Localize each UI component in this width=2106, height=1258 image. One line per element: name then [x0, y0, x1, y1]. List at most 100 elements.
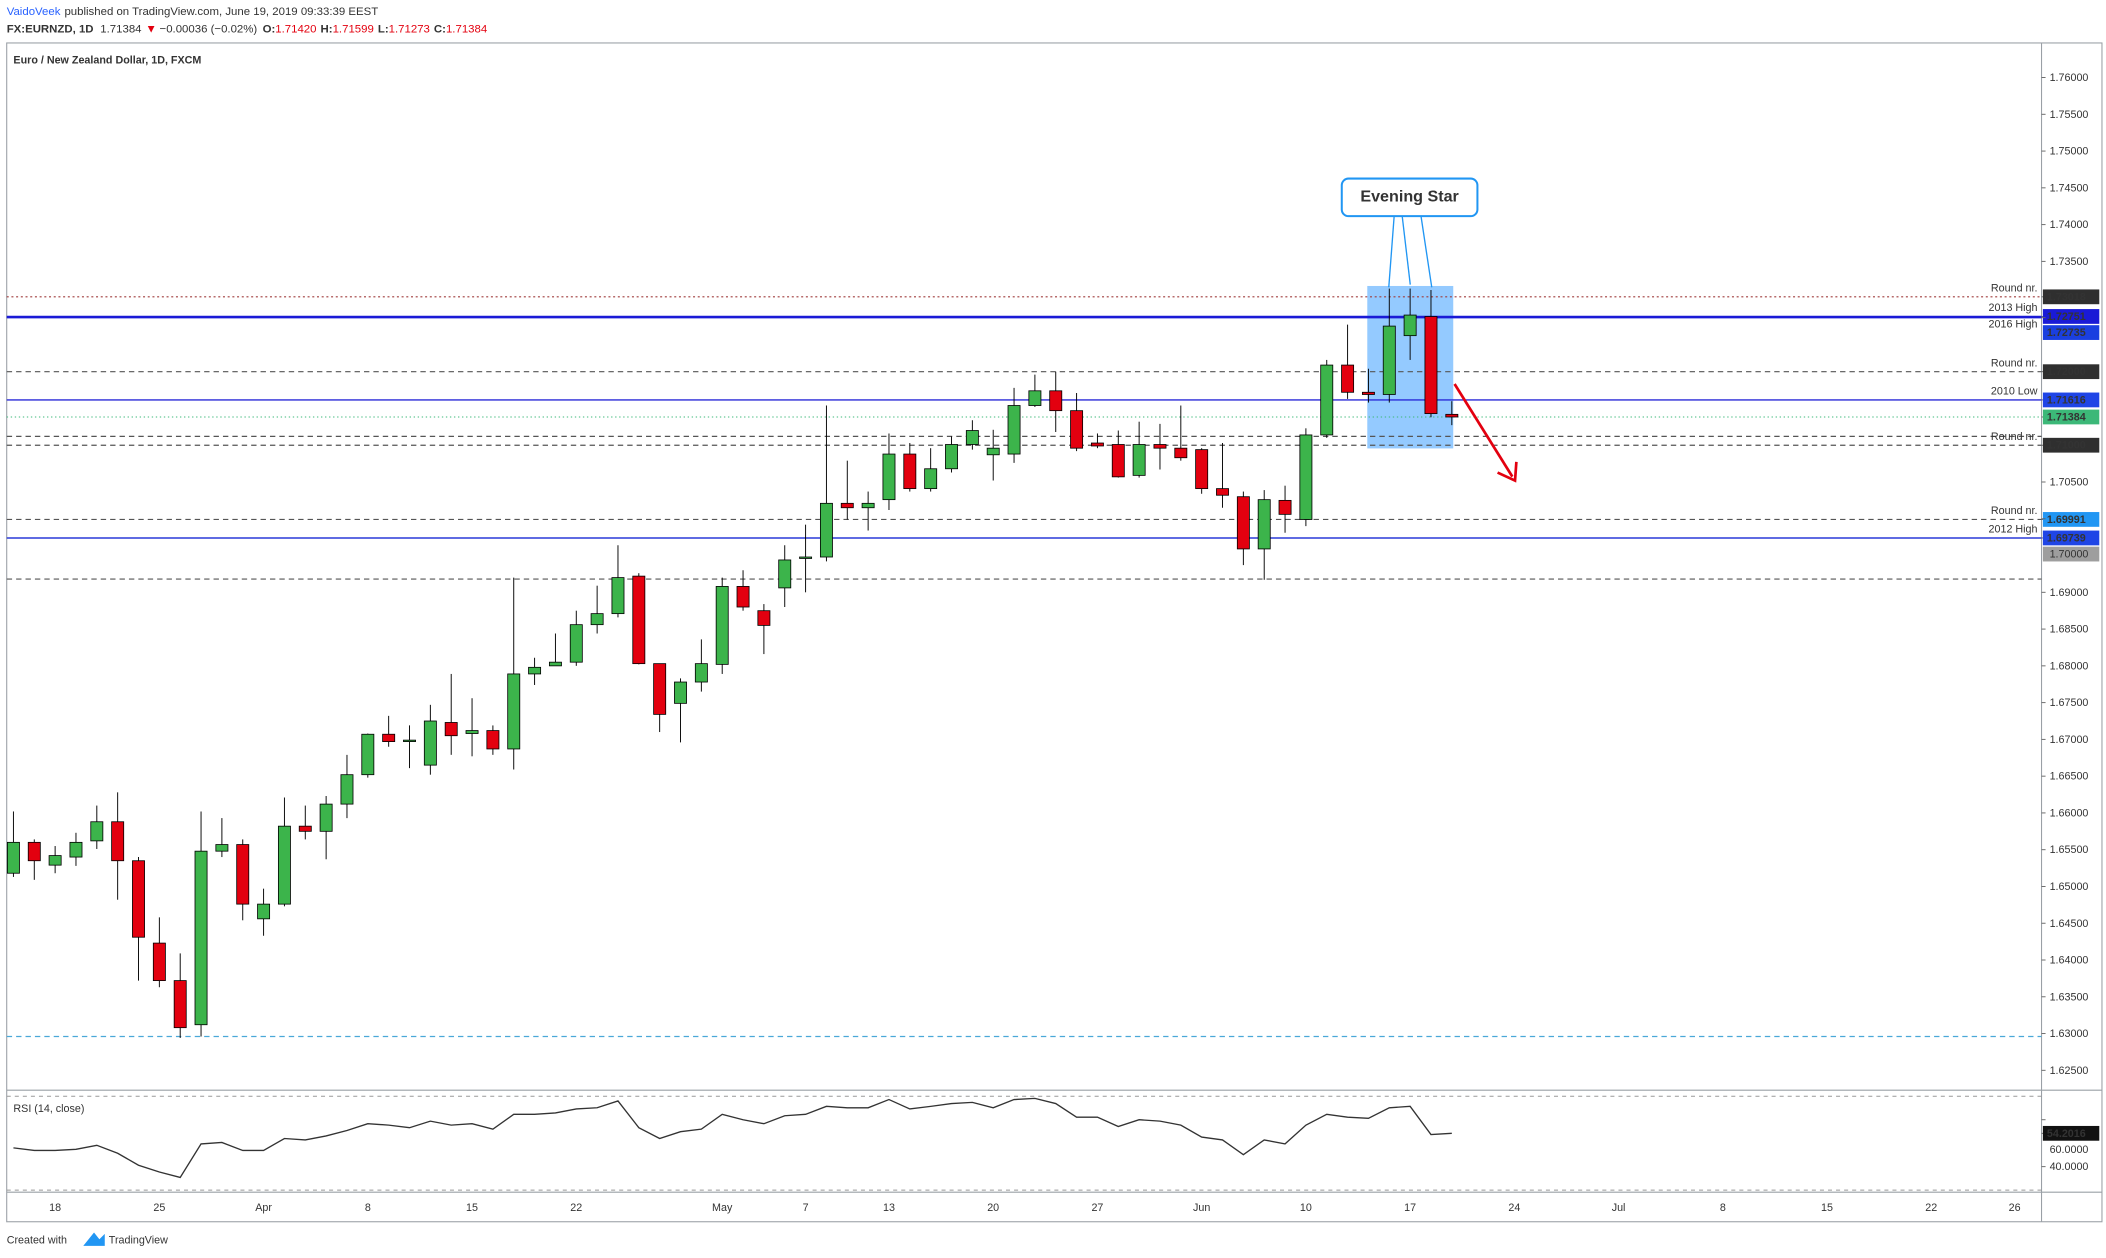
author[interactable]: VaidoVeek [7, 6, 61, 18]
l-label: L: [378, 24, 389, 36]
level-name: Round nr. [1991, 283, 2038, 295]
y-tick-label: 1.74000 [2050, 219, 2089, 231]
level-tag-bg [2042, 512, 2100, 527]
candle-body [569, 624, 583, 663]
x-tick-label: Jun [1193, 1202, 1210, 1214]
x-tick-label: 10 [1300, 1202, 1312, 1214]
level-tag: 1.72000 [2047, 366, 2086, 378]
publish-line: VaidoVeek published on TradingView.com, J… [7, 6, 379, 18]
candle-body [1403, 314, 1417, 337]
x-tick-label: 22 [1925, 1202, 1937, 1214]
footer-brand[interactable]: TradingView [109, 1234, 168, 1246]
candle-body [1278, 499, 1292, 515]
level-tag: 1.71000 [2047, 440, 2086, 452]
symbol: FX:EURNZD, 1D [7, 24, 94, 36]
y-tick-label: 1.62500 [2050, 1065, 2089, 1077]
candle-body [590, 613, 604, 626]
candle-body [1049, 390, 1063, 412]
x-tick-label: 24 [1508, 1202, 1520, 1214]
last: 1.71384 [100, 24, 142, 36]
candle-body [444, 722, 458, 737]
arrow-head [1497, 461, 1518, 483]
candle-body [194, 850, 208, 1026]
y-tick-label: 1.65000 [2050, 881, 2089, 893]
candle-body [111, 821, 125, 862]
y-tick-label: 1.64500 [2050, 918, 2089, 930]
h: 1.71599 [333, 24, 374, 36]
y-tick-label: 1.74500 [2050, 182, 2089, 194]
callout-pointer [1388, 216, 1395, 288]
callout-pointer [1401, 216, 1411, 285]
candle-body [861, 502, 875, 509]
x-tick-label: 22 [570, 1202, 582, 1214]
candle-body [715, 586, 729, 665]
candle-body [924, 468, 938, 490]
candle-body [90, 821, 104, 842]
level-name: Round nr. [1991, 357, 2038, 369]
candle-body [319, 803, 333, 832]
level-tag: 1.69991 [2047, 514, 2086, 526]
candle-body [215, 844, 229, 852]
rsi-title: RSI (14, close) [13, 1103, 84, 1115]
o-label: O: [263, 24, 276, 36]
level-name: 2013 High [1989, 302, 2038, 314]
level-tag: 1.69739 [2047, 532, 2086, 544]
candle-body [903, 453, 917, 490]
level-tag-bg [2042, 325, 2100, 340]
symbol-line: FX:EURNZD, 1D 1.71384 ▼ −0.00036 (−0.02%) O:… [7, 24, 488, 36]
y-tick-label: 1.75500 [2050, 109, 2089, 121]
rsi-line [13, 1097, 1452, 1179]
candle-body [1195, 449, 1209, 490]
candle-body [736, 586, 750, 608]
level-name: Round nr. [1991, 505, 2038, 517]
x-tick-label: Apr [255, 1202, 272, 1214]
candle-body [69, 841, 83, 858]
y-tick-label: 1.63500 [2050, 991, 2089, 1003]
candle-body [465, 730, 479, 734]
candle-body [1174, 447, 1188, 459]
x-tick-label: 27 [1091, 1202, 1103, 1214]
y-tick-label: 1.65500 [2050, 844, 2089, 856]
candle-body [423, 720, 437, 766]
y-tick-label: 1.70000 [2050, 549, 2089, 561]
candle-body [1153, 444, 1167, 449]
candle-body [1320, 364, 1334, 436]
candle-body [1132, 444, 1146, 476]
candle-body [1028, 390, 1042, 406]
plot: 18 25 Apr 8 15 22 May 7 13 20 27 Jun 10 17 24 Jul 8 15 22 2… [6, 72, 2100, 1214]
chart-frame [6, 42, 2103, 1223]
candle-body [1111, 444, 1125, 478]
rsi-y-tick-label: 40.0000 [2050, 1161, 2089, 1173]
x-tick-label: 8 [1720, 1202, 1726, 1214]
candle-body [1341, 364, 1355, 393]
candle-body [340, 774, 354, 805]
candle-body [799, 556, 813, 559]
candle-body [632, 575, 646, 665]
candle-body [674, 681, 687, 704]
candle-body [778, 559, 792, 589]
c: 1.71384 [446, 24, 488, 36]
candle-body [361, 733, 375, 776]
callout-pointer [1420, 216, 1433, 288]
rsi-last-tag: 54.2016 [2047, 1128, 2086, 1140]
candle-body [382, 733, 396, 742]
y-tick-label: 1.66500 [2050, 771, 2089, 783]
y-tick-label: 1.66000 [2050, 807, 2089, 819]
l: 1.71273 [389, 24, 430, 36]
x-tick-label: 17 [1404, 1202, 1416, 1214]
level-tag: 1.72735 [2047, 327, 2086, 339]
candle-body [403, 739, 416, 742]
candle-body [757, 610, 771, 626]
x-tick-label: 18 [49, 1202, 61, 1214]
candle-body [965, 430, 979, 445]
x-tick-label: 7 [803, 1202, 809, 1214]
candle-body [173, 980, 187, 1029]
last-price-tag: 1.71384 [2047, 412, 2086, 424]
logo-icon [83, 1232, 105, 1246]
rsi-last-tag-bg [2042, 1125, 2100, 1141]
callout-box [1340, 177, 1479, 218]
candle-body [548, 661, 562, 667]
candle-body [1299, 434, 1313, 520]
candle-body [1090, 442, 1104, 447]
